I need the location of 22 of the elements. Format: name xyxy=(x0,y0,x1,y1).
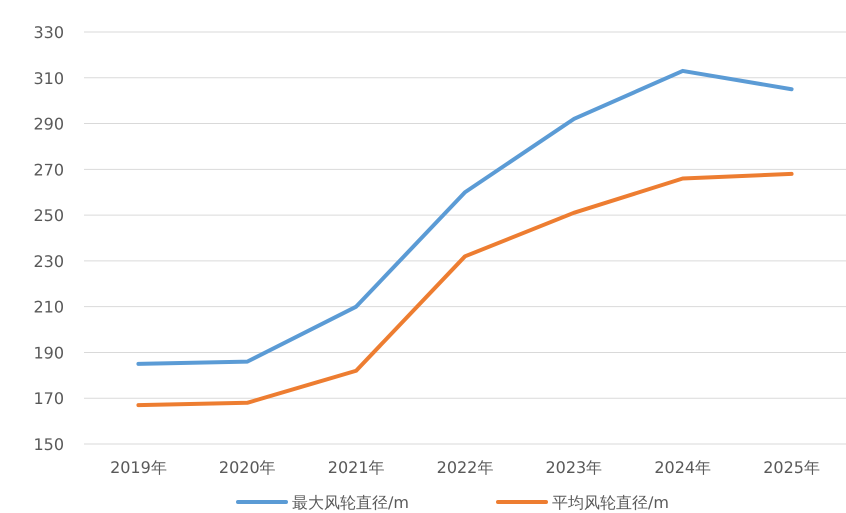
y-tick-label: 230 xyxy=(33,252,64,271)
y-tick-label: 330 xyxy=(33,23,64,42)
y-tick-label: 250 xyxy=(33,206,64,226)
x-tick-label: 2024年 xyxy=(654,458,712,477)
y-tick-label: 310 xyxy=(33,68,64,88)
y-tick-label: 210 xyxy=(33,298,64,317)
plot: 150 170 190 210 230 250 270 290 310 330 2019年 2020年 2021年 2022年 2023年 2024年 2025年 xyxy=(33,23,846,477)
line-series xyxy=(136,68,794,366)
x-tick-label: 2023年 xyxy=(546,458,602,477)
x-tick-label: 2020年 xyxy=(218,458,276,477)
x-tick-label: 2025年 xyxy=(763,458,820,477)
y-tick-label: 270 xyxy=(33,160,64,180)
x-tick-label: 2021年 xyxy=(328,458,384,477)
legend-label: 平均风轮直径/m xyxy=(552,493,669,512)
y-tick-label: 190 xyxy=(33,343,64,362)
y-tick-label: 290 xyxy=(33,114,64,134)
y-tick-label: 170 xyxy=(33,389,64,408)
legend-label: 最大风轮直径/m xyxy=(292,493,409,512)
x-tick-label: 2019年 xyxy=(110,458,167,477)
line-series xyxy=(136,172,794,408)
x-tick-label: 2022年 xyxy=(436,458,494,477)
y-tick-label: 150 xyxy=(33,435,64,454)
